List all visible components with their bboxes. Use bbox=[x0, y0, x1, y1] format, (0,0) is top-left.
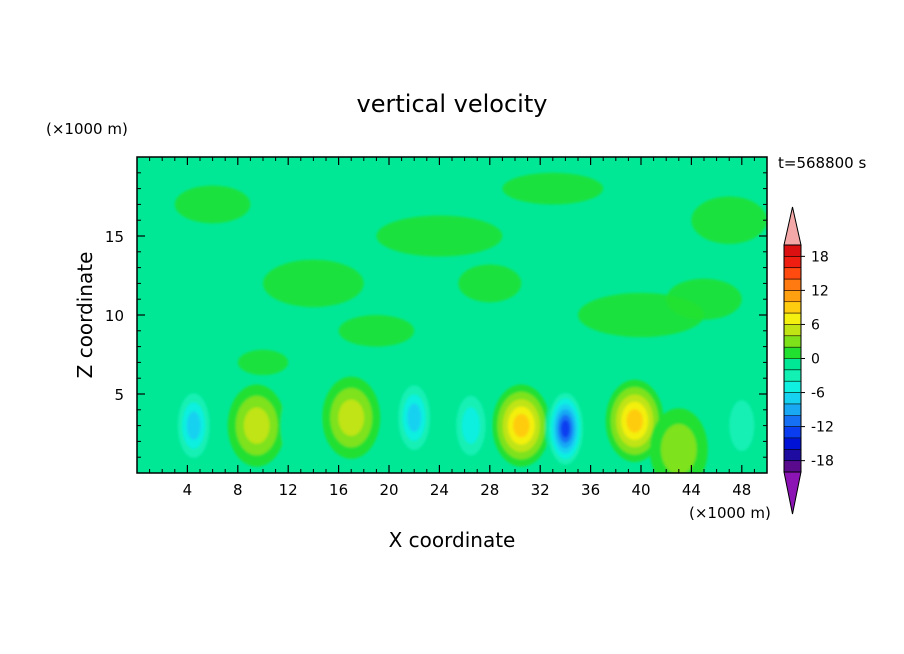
colorbar-swatch bbox=[784, 256, 801, 269]
colorbar-tick-label: -6 bbox=[811, 386, 825, 402]
colorbar-swatch bbox=[784, 279, 801, 291]
x-tick-label: 40 bbox=[631, 481, 650, 499]
colorbar-swatch bbox=[784, 415, 801, 428]
colorbar-swatch bbox=[784, 449, 801, 462]
x-tick-label: 12 bbox=[279, 481, 298, 499]
field-patch bbox=[237, 349, 289, 376]
x-tick-label: 24 bbox=[430, 481, 449, 499]
x-tick-label: 32 bbox=[531, 481, 550, 499]
contour-level bbox=[513, 413, 530, 438]
contour-level bbox=[626, 409, 643, 433]
contour-level bbox=[461, 407, 480, 444]
y-axis-label: Z coordinate bbox=[73, 252, 97, 379]
contour-field bbox=[173, 172, 767, 473]
field-patch bbox=[263, 259, 364, 308]
contour-level bbox=[186, 411, 201, 440]
colorbar-swatch bbox=[784, 381, 801, 394]
time-label: t=568800 s bbox=[778, 154, 866, 172]
plot-area bbox=[136, 156, 768, 474]
x-tick-label: 36 bbox=[581, 481, 600, 499]
contour-level bbox=[407, 403, 422, 432]
y-axis: 5 10 15 bbox=[105, 172, 767, 458]
y-unit-label: (×1000 m) bbox=[46, 120, 128, 138]
y-tick-label: 5 bbox=[114, 386, 124, 404]
colorbar-swatch bbox=[784, 347, 801, 359]
field-patch bbox=[338, 315, 415, 347]
x-tick-label: 4 bbox=[183, 481, 193, 499]
colorbar-swatch bbox=[784, 313, 801, 325]
y-tick-label: 15 bbox=[105, 228, 124, 246]
colorbar-swatch bbox=[784, 290, 801, 303]
colorbar-tick-label: 0 bbox=[811, 352, 820, 368]
field-patch bbox=[502, 172, 604, 205]
colorbar-swatch bbox=[784, 267, 801, 280]
x-tick-label: 8 bbox=[233, 481, 243, 499]
colorbar-swatch bbox=[784, 335, 801, 348]
x-axis-label: X coordinate bbox=[389, 528, 516, 552]
field-patch bbox=[376, 215, 503, 257]
colorbar-swatch bbox=[784, 437, 801, 450]
colorbar: 18 12 6 0 -6 -12 -18 bbox=[783, 206, 834, 515]
field-patch bbox=[666, 278, 742, 320]
x-tick-label: 48 bbox=[732, 481, 751, 499]
colorbar-tick-label: 12 bbox=[811, 283, 829, 299]
contour-level bbox=[338, 399, 365, 436]
x-tick-label: 28 bbox=[480, 481, 499, 499]
x-tick-label: 20 bbox=[379, 481, 398, 499]
x-tick-label: 44 bbox=[682, 481, 701, 499]
x-axis: 4 8 12 16 20 24 28 32 36 40 44 48 bbox=[149, 157, 755, 499]
colorbar-tick-label: 6 bbox=[811, 317, 820, 333]
colorbar-swatch bbox=[784, 358, 801, 371]
contour-level bbox=[660, 424, 697, 473]
colorbar-swatch bbox=[784, 245, 801, 257]
colorbar-swatch bbox=[784, 403, 801, 416]
colorbar-swatch bbox=[784, 426, 801, 439]
colorbar-swatch bbox=[784, 460, 801, 473]
y-tick-label: 10 bbox=[105, 307, 124, 325]
colorbar-swatch bbox=[784, 369, 801, 382]
field-patch bbox=[174, 185, 251, 224]
colorbar-tick-label: -18 bbox=[811, 454, 834, 470]
x-unit-label: (×1000 m) bbox=[689, 504, 771, 522]
colorbar-tick-label: 18 bbox=[811, 249, 829, 265]
field-patch bbox=[691, 196, 767, 244]
x-tick-label: 16 bbox=[329, 481, 348, 499]
colorbar-tick-label: -12 bbox=[811, 420, 834, 436]
field-patch bbox=[458, 264, 522, 303]
contour-level bbox=[729, 400, 755, 451]
colorbar-swatch bbox=[784, 392, 801, 405]
colorbar-swatch bbox=[784, 301, 801, 314]
colorbar-under-arrow bbox=[783, 471, 802, 515]
contour-level bbox=[561, 420, 570, 438]
chart-title: vertical velocity bbox=[357, 90, 548, 118]
contour-level bbox=[280, 384, 321, 467]
colorbar-swatch bbox=[784, 324, 801, 337]
colorbar-over-arrow bbox=[783, 206, 802, 246]
contour-level bbox=[243, 407, 270, 444]
